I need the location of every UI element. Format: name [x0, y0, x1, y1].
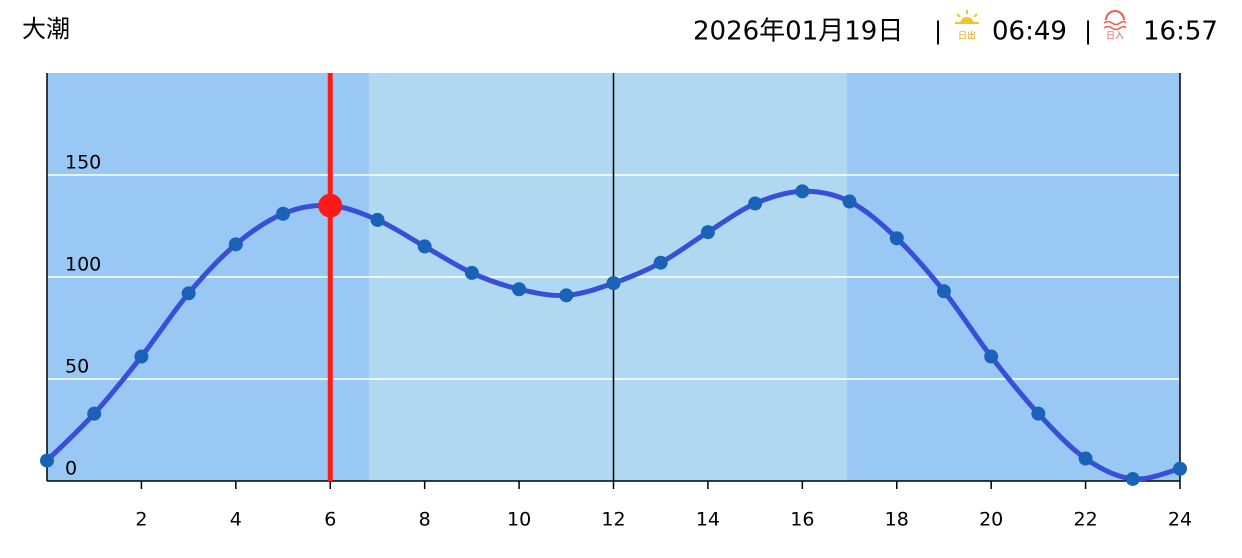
sunset-time: 16:57 [1143, 17, 1218, 47]
x-tick-label: 6 [324, 509, 336, 531]
y-tick-label: 100 [65, 254, 101, 276]
sunrise-time: 06:49 [992, 17, 1067, 47]
point [795, 184, 810, 199]
current-point [318, 193, 343, 218]
x-tick-label: 2 [135, 509, 147, 531]
x-tick-label: 4 [230, 509, 242, 531]
x-tick-label: 18 [885, 509, 909, 531]
separator: | [1084, 17, 1092, 45]
point [559, 288, 574, 303]
y-tick-label: 150 [65, 152, 101, 174]
x-tick-label: 22 [1073, 509, 1097, 531]
point [936, 284, 951, 299]
point [1125, 471, 1140, 486]
date: 2026年01月19日 [693, 17, 903, 47]
point [181, 286, 196, 301]
point [984, 349, 999, 364]
point [40, 453, 54, 468]
x-tick-label: 14 [696, 509, 720, 531]
point [417, 239, 432, 254]
y-tick-label: 50 [65, 356, 89, 378]
tide-name: 大潮 [22, 15, 70, 43]
sunset-icon: 日入 [1103, 10, 1127, 42]
x-tick-label: 8 [419, 509, 431, 531]
point [842, 194, 857, 209]
point [1031, 406, 1046, 421]
x-tick-label: 16 [790, 509, 814, 531]
separator: | [934, 17, 942, 45]
x-tick-label: 10 [507, 509, 531, 531]
point [748, 196, 763, 211]
point [653, 255, 668, 270]
sunset-icon-label: 日入 [1106, 31, 1124, 42]
y-tick-label: 0 [65, 458, 77, 480]
point [889, 231, 904, 246]
point [87, 406, 102, 421]
x-tick-label: 20 [979, 509, 1003, 531]
point [1078, 451, 1093, 466]
point [276, 206, 291, 221]
point [606, 276, 621, 291]
sunrise-icon: 日出 [955, 10, 979, 42]
x-tick-label: 12 [601, 509, 625, 531]
sunrise-icon-label: 日出 [958, 30, 976, 42]
point [134, 349, 149, 364]
point [700, 225, 715, 240]
point [370, 212, 385, 227]
point [228, 237, 243, 252]
point [512, 282, 527, 297]
x-tick-label: 24 [1168, 509, 1192, 531]
point [1173, 461, 1187, 476]
point [464, 265, 479, 280]
